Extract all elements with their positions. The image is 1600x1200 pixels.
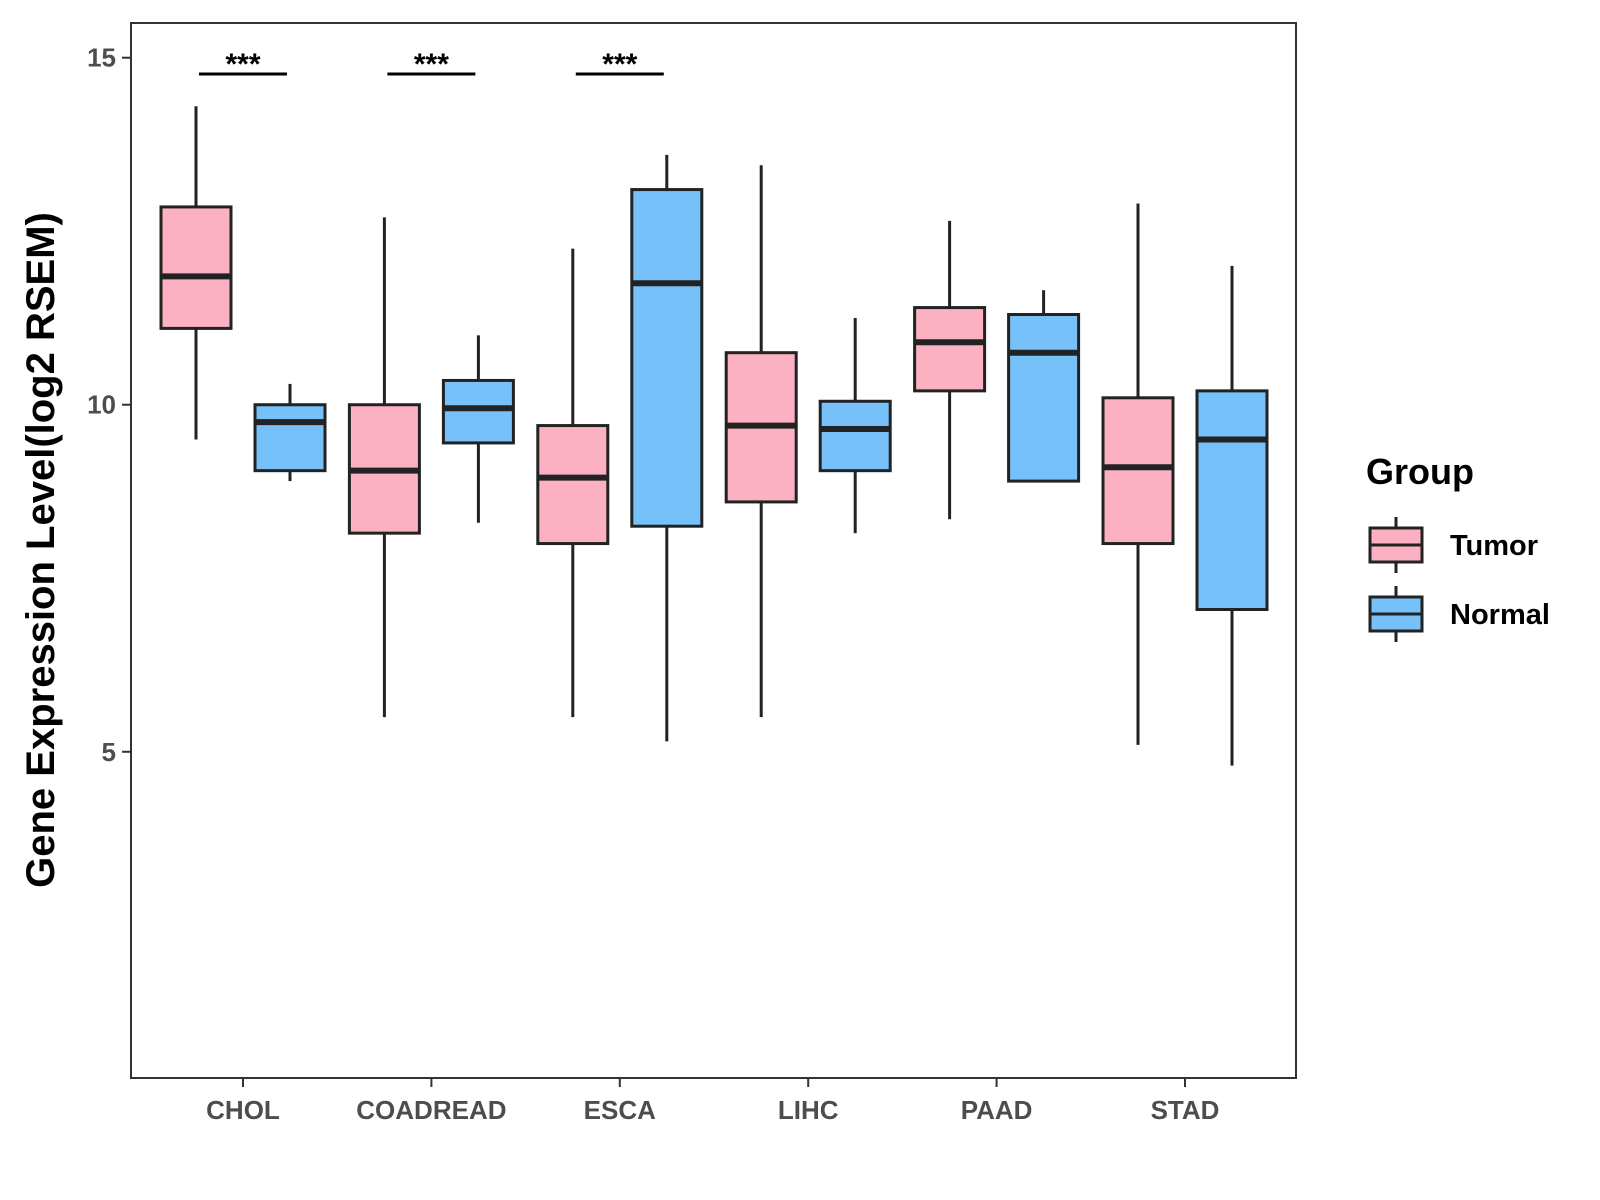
y-tick-label: 5 xyxy=(102,737,116,767)
box-iqr xyxy=(913,306,987,393)
box-normal-stad xyxy=(1195,265,1269,766)
significance-label: *** xyxy=(602,48,637,81)
y-axis-title: Gene Expression Level(log2 RSEM) xyxy=(19,212,63,888)
significance-chol: *** xyxy=(199,48,287,81)
x-tick-label: CHOL xyxy=(206,1095,280,1125)
legend-item-normal: Normal xyxy=(1368,586,1550,642)
x-axis: CHOL COADREAD ESCA LIHC PAAD STAD xyxy=(206,1078,1219,1125)
box-tumor-stad xyxy=(1101,203,1175,745)
significance-label: *** xyxy=(414,48,449,81)
box-normal-paad xyxy=(1007,290,1081,483)
legend-item-tumor: Tumor xyxy=(1368,517,1538,573)
box-iqr xyxy=(441,378,515,445)
legend: Group Tumor Normal xyxy=(1366,451,1550,642)
box-tumor-coadread xyxy=(347,217,421,718)
legend-label: Tumor xyxy=(1450,530,1538,562)
box-iqr xyxy=(1195,389,1269,611)
box-iqr xyxy=(253,403,327,473)
box-normal-esca xyxy=(630,154,704,742)
box-tumor-paad xyxy=(913,220,987,520)
box-iqr xyxy=(1007,313,1081,483)
legend-title: Group xyxy=(1366,451,1474,492)
y-axis: 5 10 15 xyxy=(87,43,131,767)
x-tick-label: PAAD xyxy=(961,1095,1033,1125)
plot-area: *** *** *** xyxy=(159,48,1269,766)
box-normal-coadread xyxy=(441,335,515,523)
x-tick-label: ESCA xyxy=(584,1095,656,1125)
x-tick-label: LIHC xyxy=(778,1095,839,1125)
box-normal-chol xyxy=(253,383,327,482)
significance-coadread: *** xyxy=(387,48,476,81)
box-tumor-lihc xyxy=(724,165,798,718)
box-normal-lihc xyxy=(818,317,892,534)
box-iqr xyxy=(159,205,233,330)
x-tick-label: COADREAD xyxy=(356,1095,506,1125)
significance-label: *** xyxy=(225,48,260,81)
box-tumor-esca xyxy=(536,248,610,718)
y-tick-label: 10 xyxy=(87,390,116,420)
significance-esca: *** xyxy=(575,48,664,81)
box-tumor-chol xyxy=(159,106,233,440)
box-iqr xyxy=(536,424,610,546)
panel-border xyxy=(130,22,1297,1079)
box-iqr xyxy=(818,399,892,473)
box-iqr xyxy=(1101,396,1175,546)
x-tick-label: STAD xyxy=(1151,1095,1220,1125)
box-iqr xyxy=(630,188,704,528)
y-tick-label: 15 xyxy=(87,43,116,73)
legend-label: Normal xyxy=(1450,599,1550,631)
